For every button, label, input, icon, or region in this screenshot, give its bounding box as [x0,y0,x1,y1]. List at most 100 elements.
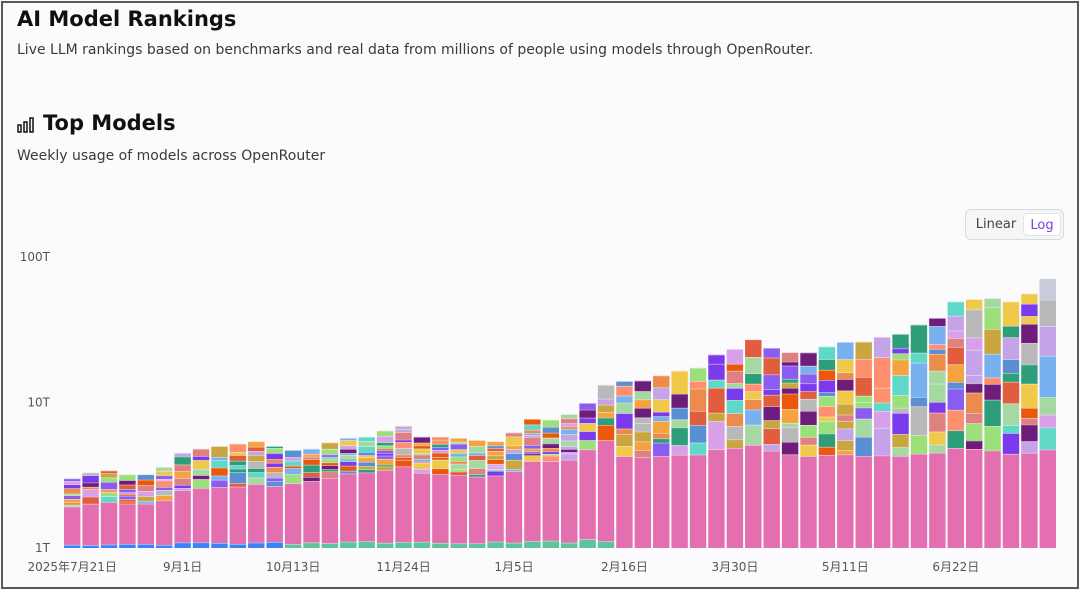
bar-segment[interactable] [653,375,670,388]
bar-segment[interactable] [211,446,228,458]
bar-segment[interactable] [855,341,872,360]
bar-segment[interactable] [689,442,707,455]
bar-segment[interactable] [119,495,136,500]
bar-segment[interactable] [542,461,559,541]
bar-segment[interactable] [248,441,265,447]
bar-segment[interactable] [837,390,854,404]
bar-segment[interactable] [468,468,486,475]
week-bar[interactable] [100,470,118,548]
bar-segment[interactable] [64,544,81,548]
bar-segment[interactable] [468,476,486,544]
bar-segment[interactable] [561,434,578,441]
bar-segment[interactable] [192,460,210,469]
bar-segment[interactable] [837,379,854,391]
bar-segment[interactable] [984,384,1001,400]
bar-segment[interactable] [855,436,872,457]
bar-segment[interactable] [487,455,504,460]
bar-segment[interactable] [781,378,799,383]
bar-segment[interactable] [616,413,633,429]
bar-segment[interactable] [542,432,559,438]
bar-segment[interactable] [855,395,872,402]
bar-segment[interactable] [929,349,946,354]
bar-segment[interactable] [1039,355,1056,398]
bar-segment[interactable] [542,455,559,462]
bar-segment[interactable] [800,365,817,374]
bar-segment[interactable] [1002,381,1020,404]
week-bar[interactable] [671,370,688,548]
bar-segment[interactable] [947,301,964,316]
bar-segment[interactable] [432,468,449,475]
bar-segment[interactable] [965,375,983,384]
bar-segment[interactable] [634,407,652,418]
bar-segment[interactable] [82,472,99,476]
bar-segment[interactable] [1002,325,1020,338]
bar-segment[interactable] [984,329,1001,354]
bar-segment[interactable] [321,478,339,544]
bar-segment[interactable] [192,479,210,488]
bar-segment[interactable] [597,440,615,542]
bar-segment[interactable] [597,417,615,426]
week-bar[interactable] [303,448,320,548]
bar-segment[interactable] [192,542,210,548]
bar-segment[interactable] [1002,425,1020,434]
bar-segment[interactable] [487,470,504,476]
bar-segment[interactable] [1002,403,1020,426]
bar-segment[interactable] [100,502,118,545]
bar-segment[interactable] [984,307,1001,330]
bar-segment[interactable] [248,472,265,478]
bar-segment[interactable] [303,481,320,543]
bar-segment[interactable] [616,402,633,414]
bar-segment[interactable] [248,461,265,469]
week-bar[interactable] [468,440,486,548]
bar-segment[interactable] [781,365,799,379]
bar-segment[interactable] [1039,414,1056,428]
bar-segment[interactable] [524,448,541,452]
bar-segment[interactable] [542,448,559,452]
bar-segment[interactable] [726,439,744,449]
bar-segment[interactable] [781,382,799,388]
week-bar[interactable] [266,446,283,548]
bar-segment[interactable] [1021,316,1038,325]
bar-segment[interactable] [100,544,118,548]
bar-segment[interactable] [689,454,707,548]
bar-segment[interactable] [266,446,283,449]
bar-segment[interactable] [745,445,762,548]
bar-segment[interactable] [837,359,854,373]
bar-segment[interactable] [432,457,449,460]
bar-segment[interactable] [947,330,964,339]
bar-segment[interactable] [561,426,578,430]
bar-segment[interactable] [137,544,155,548]
bar-segment[interactable] [248,468,265,473]
bar-segment[interactable] [892,434,909,448]
bar-segment[interactable] [64,506,81,545]
bar-segment[interactable] [340,541,357,548]
bar-segment[interactable] [229,452,247,456]
bar-segment[interactable] [873,357,891,388]
bar-segment[interactable] [524,444,541,449]
bar-segment[interactable] [579,417,596,424]
bar-segment[interactable] [671,393,688,408]
bar-segment[interactable] [248,542,265,548]
bar-segment[interactable] [192,448,210,457]
week-bar[interactable] [855,341,872,548]
bar-segment[interactable] [340,445,357,450]
bar-segment[interactable] [947,315,964,331]
bar-segment[interactable] [321,458,339,463]
bar-segment[interactable] [321,454,339,457]
bar-segment[interactable] [929,431,946,445]
bar-segment[interactable] [358,446,375,452]
bar-segment[interactable] [284,474,302,484]
bar-segment[interactable] [689,425,707,443]
bar-segment[interactable] [450,453,467,457]
bar-segment[interactable] [542,540,559,548]
bar-segment[interactable] [800,444,817,457]
bar-segment[interactable] [818,392,836,397]
bar-segment[interactable] [64,481,81,485]
bar-segment[interactable] [965,383,983,393]
bar-segment[interactable] [376,450,394,454]
week-bar[interactable] [616,381,633,548]
bar-segment[interactable] [929,452,946,548]
week-bar[interactable] [1021,293,1038,548]
bar-segment[interactable] [174,490,191,543]
bar-segment[interactable] [432,444,449,448]
